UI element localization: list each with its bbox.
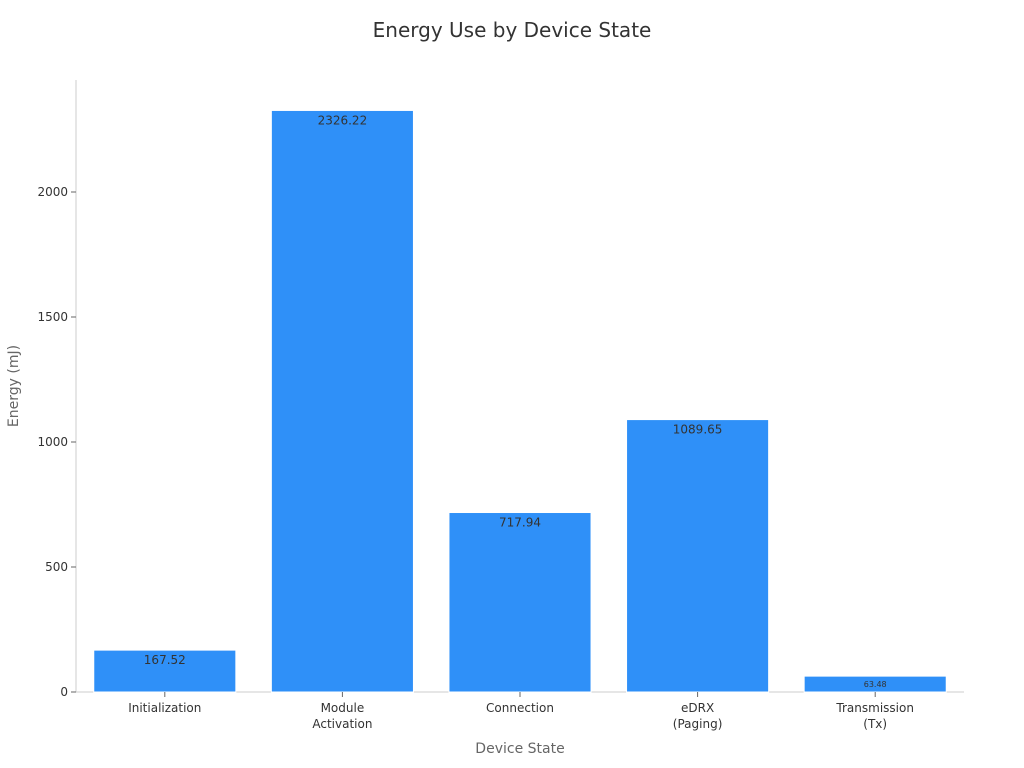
bar [93, 649, 237, 693]
x-tick-label: Transmission (Tx) [835, 701, 914, 731]
y-tick-label: 2000 [37, 185, 68, 199]
bar-value-label: 167.52 [144, 653, 186, 667]
x-tick-label: eDRX (Paging) [673, 701, 723, 731]
bar-value-label: 717.94 [499, 516, 541, 530]
bar-value-label: 1089.65 [673, 423, 723, 437]
bar [626, 419, 770, 693]
bar-value-label: 2326.22 [318, 113, 368, 127]
y-tick-label: 1000 [37, 435, 68, 449]
bar-value-label: 63.48 [864, 680, 887, 689]
y-tick-label: 0 [60, 685, 68, 699]
x-ticks: Initialization Module Activation Connection… [128, 692, 914, 731]
x-axis-label: Device State [475, 741, 565, 757]
bar [448, 512, 592, 693]
bar [270, 109, 414, 693]
chart-title: Energy Use by Device State [372, 18, 652, 42]
y-tick-label: 500 [45, 560, 68, 574]
y-axis-label: Energy (mJ) [6, 344, 22, 428]
bars: 167.52 2326.22 717.94 1089.65 63.48 [93, 109, 947, 693]
x-tick-label: Module Activation [312, 701, 372, 731]
x-tick-label: Initialization [128, 701, 201, 715]
y-ticks: 0 500 1000 1500 2000 [37, 185, 76, 699]
x-tick-label: Connection [486, 701, 554, 715]
y-tick-label: 1500 [37, 310, 68, 324]
